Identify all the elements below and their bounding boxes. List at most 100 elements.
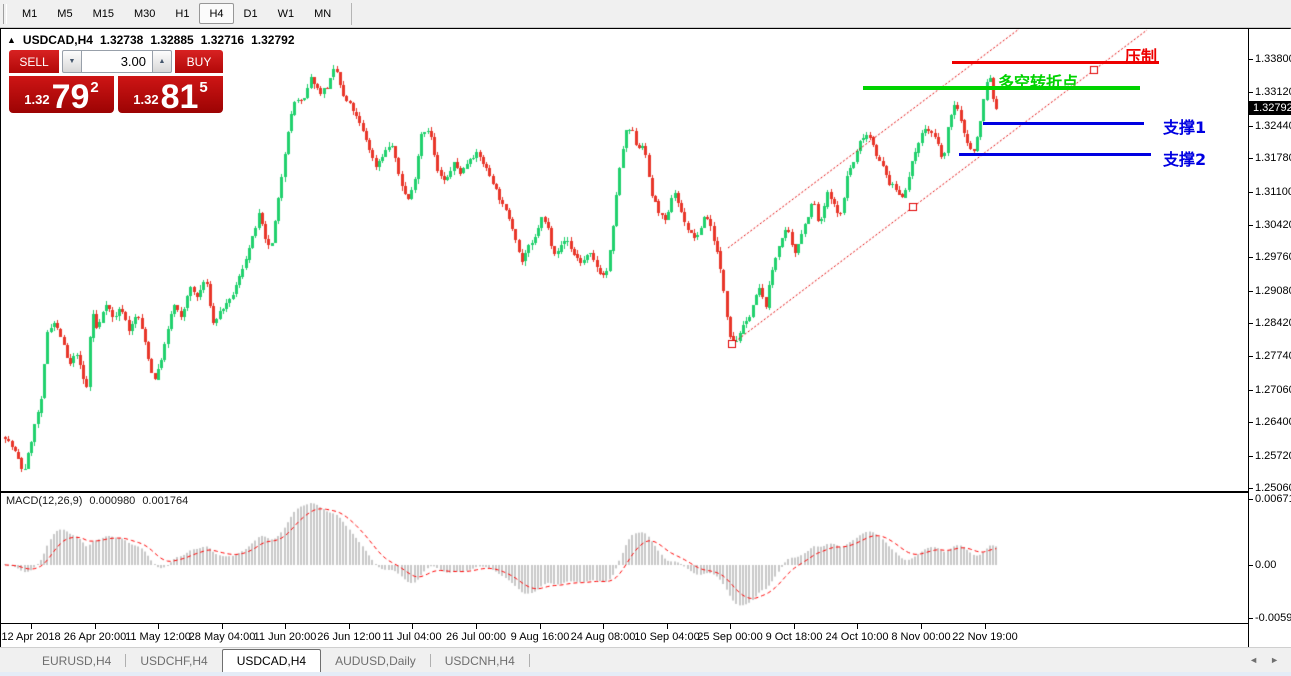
sell-button[interactable]: SELL [9, 50, 59, 73]
macd-value-signal: 0.001764 [142, 495, 189, 507]
pane-divider[interactable] [1, 491, 1248, 493]
turning-point-line[interactable] [863, 86, 1140, 90]
timeframe-M30[interactable]: M30 [133, 7, 156, 20]
date-label: 26 Jun 12:00 [317, 631, 381, 643]
tab-eurusd-h4[interactable]: EURUSD,H4 [42, 654, 112, 668]
date-axis[interactable]: 12 Apr 2018 26 Apr 20:00 11 May 12:00 28 Ma… [1, 624, 1248, 648]
one-click-trading-panel: SELL ▼ ▲ BUY 1.32 79 2 1.32 81 5 [9, 50, 223, 114]
date-tick [476, 624, 477, 629]
tab-scroll-arrows: ◄ ► [1249, 655, 1279, 665]
ohlc-open: 1.32738 [99, 33, 144, 47]
tab-usdcnh-h4[interactable]: USDCNH,H4 [444, 654, 515, 668]
sell-price-big: 79 [51, 78, 90, 117]
axis-tick: 0.00 [1249, 559, 1276, 571]
macd-value-main: 0.000980 [89, 495, 136, 507]
volume-increase-button[interactable]: ▲ [152, 50, 172, 73]
timeframe-buttons: M1 M5 M15 M30 H1 H4 D1 W1 MN [12, 3, 341, 24]
sell-price-prefix: 1.32 [24, 92, 50, 107]
axis-tick: 1.28420 [1249, 317, 1291, 329]
timeframe-H4[interactable]: H4 [199, 3, 234, 24]
sell-price-display[interactable]: 1.32 79 2 [9, 76, 114, 117]
chart-tab-bar: EURUSD,H4 USDCHF,H4 USDCAD,H4 AUDUSD,Daily U… [0, 647, 1291, 672]
axis-tick: 1.25060 [1249, 482, 1291, 494]
axis-tick: 1.33120 [1249, 86, 1291, 98]
date-label: 11 Jul 04:00 [382, 631, 442, 643]
tab-separator [429, 654, 431, 667]
axis-tick: 1.29080 [1249, 285, 1291, 297]
toolbar-separator [351, 2, 353, 25]
chart-window: ▲ USDCAD,H4 1.32738 1.32885 1.32716 1.32… [0, 28, 1291, 648]
axis-tick: 0.006718 [1249, 493, 1291, 505]
date-tick [857, 624, 858, 629]
date-tick [985, 624, 986, 629]
buy-button[interactable]: BUY [175, 50, 223, 73]
date-tick [158, 624, 159, 629]
macd-indicator-header: MACD(12,26,9) 0.000980 0.001764 [6, 495, 188, 507]
timeframe-M15[interactable]: M15 [92, 7, 114, 20]
macd-chart-surface[interactable] [1, 493, 1248, 623]
date-label: 26 Jul 00:00 [446, 631, 506, 643]
chart-tabs: EURUSD,H4 USDCHF,H4 USDCAD,H4 AUDUSD,Daily U… [28, 649, 530, 672]
ohlc-low: 1.32716 [200, 33, 245, 47]
macd-name: MACD(12,26,9) [6, 495, 83, 507]
turning-point-label: 多空转折点 [998, 73, 1079, 92]
axis-tick: 1.26400 [1249, 416, 1291, 428]
axis-tick: -0.005925 [1249, 612, 1291, 624]
date-label: 26 Apr 20:00 [63, 631, 127, 643]
timeframe-W1[interactable]: W1 [277, 7, 295, 20]
date-tick [349, 624, 350, 629]
date-label: 9 Aug 16:00 [510, 631, 570, 643]
date-label: 25 Sep 00:00 [697, 631, 763, 643]
date-tick [667, 624, 668, 629]
chart-symbol: USDCAD,H4 [22, 33, 93, 47]
support2-line[interactable] [959, 152, 1151, 156]
resistance-label: 压制 [1125, 47, 1158, 66]
date-tick [285, 624, 286, 629]
buy-price-display[interactable]: 1.32 81 5 [118, 76, 223, 114]
timeframe-toolbar: M1 M5 M15 M30 H1 H4 D1 W1 MN [0, 0, 1291, 28]
date-tick [921, 624, 922, 629]
date-label: 11 Jun 20:00 [253, 631, 317, 643]
timeframe-H1[interactable]: H1 [175, 7, 190, 20]
current-price-tag: 1.32792 [1249, 101, 1291, 115]
buy-price-pip: 5 [199, 79, 208, 96]
status-strip [0, 672, 1291, 676]
date-label: 24 Aug 08:00 [570, 631, 636, 643]
timeframe-M1[interactable]: M1 [22, 7, 38, 20]
date-tick [412, 624, 413, 629]
sell-price-pip: 2 [90, 79, 99, 96]
date-tick [31, 624, 32, 629]
tab-scroll-right-icon[interactable]: ► [1270, 655, 1279, 665]
volume-input[interactable] [82, 50, 152, 73]
axis-tick: 1.27060 [1249, 384, 1291, 396]
price-axis[interactable]: 1.33800 1.33120 1.32440 1.31780 1.31100 1.304… [1248, 29, 1291, 648]
date-label: 8 Nov 00:00 [891, 631, 951, 643]
date-label: 28 May 04:00 [188, 631, 256, 643]
axis-tick: 1.32440 [1249, 120, 1291, 132]
buy-price-prefix: 1.32 [133, 92, 159, 107]
tab-usdchf-h4[interactable]: USDCHF,H4 [140, 654, 208, 668]
tab-audusd-daily[interactable]: AUDUSD,Daily [335, 654, 416, 668]
tab-separator [528, 654, 530, 667]
tab-scroll-left-icon[interactable]: ◄ [1249, 655, 1259, 665]
ohlc-high: 1.32885 [150, 33, 194, 47]
timeframe-D1[interactable]: D1 [243, 7, 258, 20]
axis-tick: 1.30420 [1249, 219, 1291, 231]
support1-line[interactable] [983, 121, 1144, 125]
timeframe-MN[interactable]: MN [314, 7, 332, 20]
tab-usdcad-h4[interactable]: USDCAD,H4 [221, 649, 322, 672]
date-label: 22 Nov 19:00 [952, 631, 1018, 643]
date-label: 12 Apr 2018 [1, 631, 61, 643]
axis-tick: 1.31100 [1249, 186, 1291, 198]
resistance-line[interactable] [952, 60, 1159, 64]
timeframe-M5[interactable]: M5 [57, 7, 73, 20]
collapse-panel-icon[interactable]: ▲ [7, 35, 16, 45]
support1-label: 支撑1 [1163, 118, 1207, 137]
volume-decrease-button[interactable]: ▼ [62, 50, 82, 73]
chart-title-bar: ▲ USDCAD,H4 1.32738 1.32885 1.32716 1.32… [7, 33, 295, 47]
toolbar-grip-icon[interactable] [3, 3, 7, 24]
date-tick [540, 624, 541, 629]
date-tick [730, 624, 731, 629]
date-label: 24 Oct 10:00 [825, 631, 889, 643]
